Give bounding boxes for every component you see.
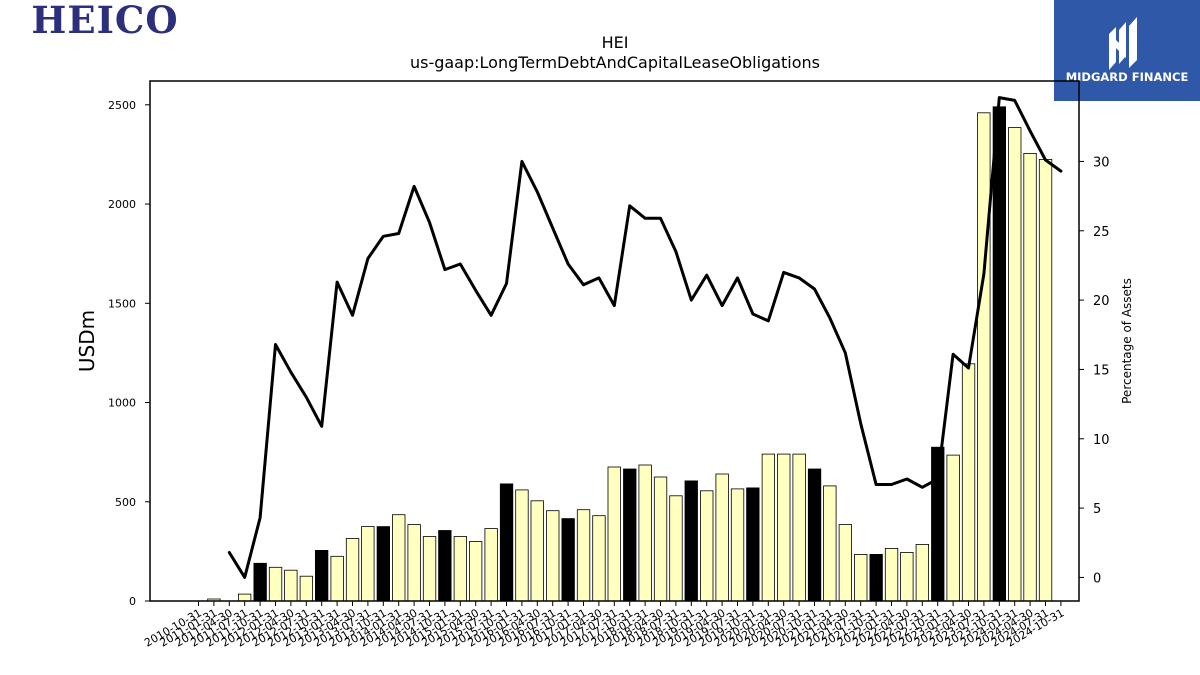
y2-axis-label: Percentage of Assets [1120,278,1134,404]
y-tick-label: 2000 [108,198,136,211]
bar [869,554,883,602]
y2-tick-label: 25 [1093,225,1110,240]
bar [684,480,698,602]
y-tick-label: 1500 [108,297,136,310]
bar [314,550,329,602]
bar [746,487,760,602]
y2-tick-label: 15 [1093,363,1110,378]
bar [284,569,298,602]
midgard-finance-logo: MIDGARD FINANCE [1054,0,1200,101]
bar [468,541,483,602]
bar [823,485,837,602]
chart-subtitle: us-gaap:LongTermDebtAndCapitalLeaseOblig… [410,53,820,72]
bar [1008,127,1022,602]
y-tick-label: 2500 [108,99,136,112]
x-axis: 2010-10-312011-01-312011-04-302011-07-31… [142,601,1066,650]
bar [715,473,729,602]
bar [546,510,560,602]
bar [946,454,960,602]
line-series [227,96,1063,579]
bar [961,363,976,602]
y-tick-label: 500 [115,496,136,509]
bar [422,536,437,602]
y2-tick-label: 30 [1093,155,1110,170]
bar [299,575,314,602]
bar [330,555,344,602]
bar [884,548,899,602]
bar [392,514,406,602]
bar [977,112,991,602]
bar [653,476,668,602]
bar [638,464,652,602]
y2-tick-label: 10 [1093,433,1110,448]
midgard-logo-text: MIDGARD FINANCE [1066,70,1189,84]
bar [900,552,914,602]
bar [807,468,822,602]
y-tick-label: 0 [129,595,136,608]
bar [838,524,852,602]
series-line [227,96,1063,579]
bar [1038,158,1053,602]
bar [700,490,714,602]
bar [915,544,929,602]
bar [484,528,498,602]
bar-series [207,106,1053,602]
y-axis-left: 0 500 1000 1500 2000 2500 [108,99,150,608]
bar [592,515,606,602]
y2-tick-label: 5 [1093,502,1101,517]
bar [361,526,375,602]
bar [268,566,283,602]
y-axis-right: 0 5 10 15 20 25 30 [1079,155,1110,586]
bar [453,536,468,602]
y2-tick-label: 20 [1093,294,1110,309]
bar [561,518,575,602]
bar [237,593,252,602]
midgard-mark-icon [1109,17,1137,70]
heico-logo-text: HEICO [31,2,178,40]
bar [854,554,868,602]
bar [777,453,791,602]
bar [515,489,529,602]
bar [376,526,391,602]
y-tick-label: 1000 [108,397,136,410]
bar [576,509,591,602]
bar [761,453,775,602]
bar [438,530,452,602]
y2-tick-label: 0 [1093,571,1101,586]
y-axis-label: USDm [75,310,99,372]
chart-title: HEI [602,33,629,52]
bar [407,524,421,602]
heico-logo: HEICO [31,2,178,40]
bar [607,466,621,602]
bar [345,538,360,602]
bar [992,106,1006,602]
bar [669,495,683,602]
bar [253,562,267,602]
bar [1023,152,1037,602]
bar [730,488,745,602]
bar [623,468,637,602]
bar [499,483,514,602]
bar [792,453,806,602]
bar [530,500,544,602]
